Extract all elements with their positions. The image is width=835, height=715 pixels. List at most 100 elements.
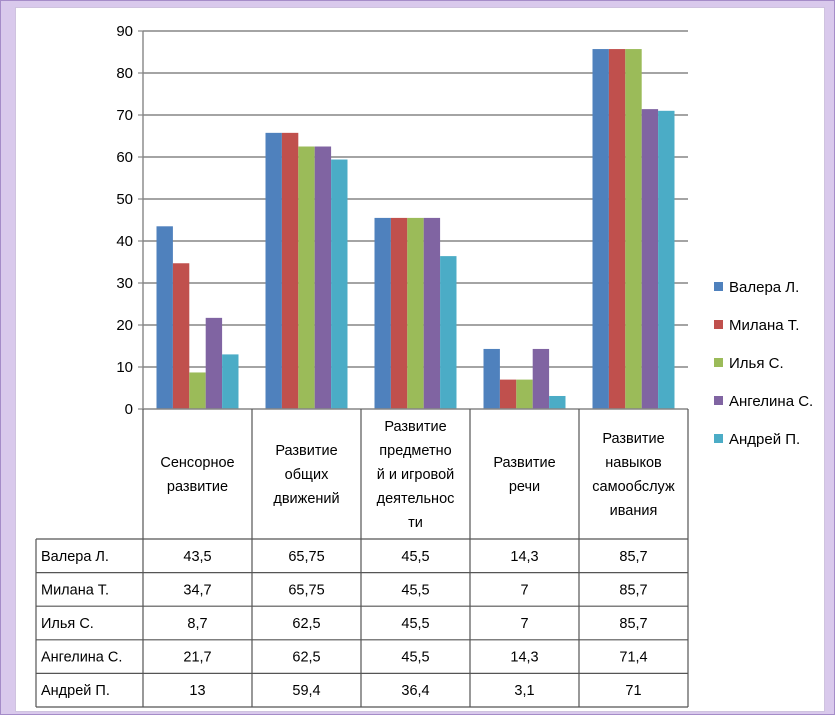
y-tick-label: 90 [116, 23, 133, 40]
legend-label: Андрей П. [729, 431, 800, 448]
legend-label: Ангелина С. [729, 393, 813, 410]
row-series-name: Ангелина С. [41, 650, 122, 666]
y-tick-label: 70 [116, 107, 133, 124]
category-label: навыков [605, 455, 662, 471]
row-series-name: Валера Л. [41, 549, 109, 565]
data-table-cell: 59,4 [292, 683, 320, 699]
data-table-cell: 71 [625, 683, 641, 699]
data-table-cell: 62,5 [292, 616, 320, 632]
bar [592, 49, 609, 410]
y-tick-label: 0 [125, 401, 133, 418]
bars [156, 49, 675, 410]
data-table-cell: 45,5 [401, 582, 429, 598]
category-label: ти [408, 515, 423, 531]
bar [189, 372, 206, 409]
y-tick-label: 80 [116, 65, 133, 82]
bar [407, 217, 424, 409]
legend-swatch [714, 434, 723, 443]
legend-swatch [714, 358, 723, 367]
bar [641, 109, 659, 410]
data-table-cell: 34,7 [183, 582, 211, 598]
gridlines [143, 30, 688, 368]
bar [658, 110, 675, 410]
data-table-cell: 21,7 [183, 650, 211, 666]
data-table-cell: 36,4 [401, 683, 429, 699]
category-label: Развитие [493, 455, 555, 471]
y-tick-labels: 0 10 20 30 40 50 60 70 80 90 [116, 23, 133, 418]
category-label: предметно [379, 443, 451, 459]
category-label: й и игровой [377, 467, 454, 483]
legend-label: Илья С. [729, 355, 784, 372]
category-label: Развитие [275, 443, 337, 459]
category-label: Развитие [602, 431, 664, 447]
bar [440, 256, 457, 409]
y-tick-label: 30 [116, 275, 133, 292]
category-label: Сенсорное [160, 455, 234, 471]
data-table-cell: 62,5 [292, 650, 320, 666]
y-tick-label: 50 [116, 191, 133, 208]
row-series-name: Милана Т. [41, 582, 109, 598]
bar [172, 263, 190, 409]
data-table: Сенсорное развитие Развитие общих движений Ра… [35, 409, 689, 708]
y-tick-label: 60 [116, 149, 133, 166]
data-table-cell: 14,3 [510, 549, 538, 565]
legend-label: Валера Л. [729, 279, 799, 296]
bar [205, 317, 223, 409]
data-table-cell: 8,7 [187, 616, 207, 632]
y-tick-label: 20 [116, 317, 133, 334]
data-table-cell: 85,7 [619, 616, 647, 632]
data-table-cell: 7 [520, 616, 528, 632]
data-table-cell: 45,5 [401, 549, 429, 565]
chart-panel: 0 10 20 30 40 50 60 70 80 90 Сенсорное развитие Раз… [15, 7, 825, 712]
bar [281, 132, 299, 409]
legend-swatch [714, 396, 723, 405]
bar [298, 146, 315, 409]
bar [549, 395, 566, 409]
data-table-cell: 85,7 [619, 582, 647, 598]
bar [625, 49, 642, 410]
category-label: общих [285, 467, 329, 483]
data-table-cell: 71,4 [619, 650, 647, 666]
row-series-name: Илья С. [41, 616, 94, 632]
bar [374, 217, 391, 409]
data-table-cell: 45,5 [401, 616, 429, 632]
bar [156, 226, 173, 409]
bar [516, 379, 533, 409]
bar [423, 217, 441, 409]
data-table-cell: 14,3 [510, 650, 538, 666]
category-label: ивания [610, 503, 658, 519]
category-label: развитие [167, 479, 228, 495]
row-series-name: Андрей П. [41, 683, 110, 699]
category-label: деятельнос [377, 491, 455, 507]
bar-chart-with-data-table: 0 10 20 30 40 50 60 70 80 90 Сенсорное развитие Раз… [35, 23, 813, 708]
data-table-cell: 45,5 [401, 650, 429, 666]
bar [331, 159, 348, 409]
bar [222, 354, 239, 409]
bar [499, 379, 517, 409]
data-table-cell: 65,75 [288, 549, 324, 565]
bar [314, 146, 332, 409]
bar [390, 217, 408, 409]
data-table-cell: 85,7 [619, 549, 647, 565]
data-table-cell: 7 [520, 582, 528, 598]
legend-label: Милана Т. [729, 317, 799, 334]
legend-swatch [714, 320, 723, 329]
bar [265, 132, 282, 409]
data-table-cell: 13 [189, 683, 205, 699]
bar [608, 49, 626, 410]
y-tick-label: 10 [116, 359, 133, 376]
category-label: движений [273, 491, 339, 507]
y-tick-label: 40 [116, 233, 133, 250]
legend-swatch [714, 282, 723, 291]
legend: Валера Л. Милана Т. Илья С. Ангелина С. Андр… [714, 279, 813, 448]
data-table-cell: 43,5 [183, 549, 211, 565]
category-label: самообслуж [592, 479, 675, 495]
bar [532, 348, 550, 409]
data-table-cell: 3,1 [514, 683, 534, 699]
axes [138, 30, 688, 410]
data-table-cell: 65,75 [288, 582, 324, 598]
category-label: Развитие [384, 419, 446, 435]
bar [483, 348, 500, 409]
category-label: речи [509, 479, 540, 495]
